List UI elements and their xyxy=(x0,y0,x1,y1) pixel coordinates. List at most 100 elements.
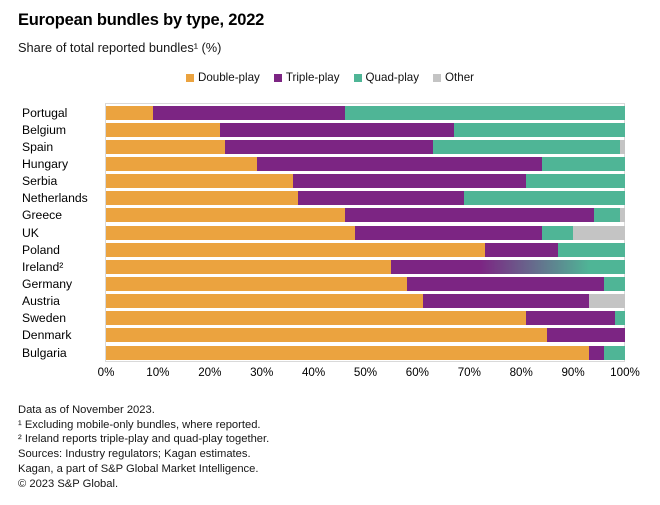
footnote-line: © 2023 S&P Global. xyxy=(18,477,119,490)
bar-track-belgium xyxy=(106,122,625,137)
bar-segment-quad-play xyxy=(614,311,625,326)
bar-segment-quad-play xyxy=(541,156,625,171)
legend-label: Triple-play xyxy=(285,71,340,84)
legend: Double-play Triple-play Quad-play Other xyxy=(0,71,660,84)
category-label: Greece xyxy=(22,208,62,223)
legend-label: Other xyxy=(445,71,475,84)
x-tick-label: 0% xyxy=(97,366,115,379)
bar-segment-triple-play xyxy=(344,208,594,223)
x-tick-label: 50% xyxy=(353,366,378,379)
bar-track-spain xyxy=(106,139,625,154)
bar-track-bulgaria xyxy=(106,345,625,360)
bar-segment-double-play xyxy=(106,208,345,223)
category-label: Bulgaria xyxy=(22,345,67,360)
bar-segment-quad-play xyxy=(604,276,625,291)
bar-track-sweden xyxy=(106,311,625,326)
category-label: Portugal xyxy=(22,105,68,120)
bar-segment-double-play xyxy=(106,242,485,257)
legend-item-double-play: Double-play xyxy=(185,71,260,84)
bar-segment-other xyxy=(619,139,625,154)
bar-segment-triple-play xyxy=(298,191,465,206)
legend-swatch-icon xyxy=(185,73,194,82)
bar-segment-triple-play xyxy=(526,311,615,326)
footnote-line: Data as of November 2023. xyxy=(18,404,155,416)
bar-row-netherlands: Netherlands xyxy=(18,190,625,207)
x-axis: 0% 10% 20% 30% 40% 50% 60% 70% 80% 90% 100% xyxy=(98,366,640,380)
bar-segment-triple-play xyxy=(220,122,454,137)
bar-row-belgium: Belgium xyxy=(18,121,625,138)
category-label: Germany xyxy=(22,276,73,291)
bar-track-poland xyxy=(106,242,625,257)
bar-row-hungary: Hungary xyxy=(18,155,625,172)
bar-segment-double-play xyxy=(106,328,548,343)
legend-item-quad-play: Quad-play xyxy=(353,71,420,84)
bar-segment-double-play xyxy=(106,276,408,291)
bar-segment-double-play xyxy=(106,156,257,171)
bar-track-greece xyxy=(106,208,625,223)
legend-swatch-icon xyxy=(433,73,442,82)
x-tick-label: 90% xyxy=(561,366,585,379)
footnote-line: ¹ Excluding mobile-only bundles, where r… xyxy=(18,418,261,431)
bar-track-austria xyxy=(106,294,625,309)
bar-segment-double-play xyxy=(106,294,423,309)
bar-track-germany xyxy=(106,276,625,291)
bar-row-poland: Poland xyxy=(18,241,625,258)
legend-label: Double-play xyxy=(197,71,260,84)
bar-segment-triple-play xyxy=(256,156,542,171)
category-label: Hungary xyxy=(22,156,69,171)
bar-segment-double-play xyxy=(106,225,356,240)
bar-row-denmark: Denmark xyxy=(18,327,625,344)
bar-segment-combined-triple-quad xyxy=(391,259,625,274)
bar-segment-quad-play xyxy=(541,225,574,240)
bar-row-serbia: Serbia xyxy=(18,173,625,190)
category-label: Netherlands xyxy=(22,191,88,206)
bar-segment-triple-play xyxy=(292,174,527,189)
bar-segment-other xyxy=(588,294,625,309)
bar-row-bulgaria: Bulgaria xyxy=(18,344,625,361)
category-label: Austria xyxy=(22,294,60,309)
bar-segment-double-play xyxy=(106,174,293,189)
bar-track-hungary xyxy=(106,156,625,171)
x-tick-label: 40% xyxy=(301,366,326,379)
bar-track-serbia xyxy=(106,174,625,189)
bar-segment-double-play xyxy=(106,191,299,206)
bar-row-spain: Spain xyxy=(18,138,625,155)
legend-swatch-icon xyxy=(353,73,362,82)
footnote-line: Kagan, a part of S&P Global Market Intel… xyxy=(18,462,259,475)
bar-segment-quad-play xyxy=(464,191,625,206)
category-label: Denmark xyxy=(22,328,72,343)
x-tick-label: 70% xyxy=(457,366,481,379)
bar-segment-double-play xyxy=(106,139,226,154)
x-tick-label: 10% xyxy=(146,366,170,379)
bar-segment-double-play xyxy=(106,345,589,360)
bar-track-netherlands xyxy=(106,191,625,206)
category-label: UK xyxy=(22,225,39,240)
bar-track-denmark xyxy=(106,328,625,343)
footnote-line: Sources: Industry regulators; Kagan esti… xyxy=(18,448,251,461)
legend-swatch-icon xyxy=(273,73,282,82)
legend-item-other: Other xyxy=(433,71,474,84)
bar-row-sweden: Sweden xyxy=(18,310,625,327)
bar-track-portugal xyxy=(106,105,625,120)
bar-segment-double-play xyxy=(106,122,221,137)
category-label: Belgium xyxy=(22,122,67,137)
bar-segment-other xyxy=(619,208,625,223)
bar-track-uk xyxy=(106,225,625,240)
bar-segment-quad-play xyxy=(557,242,625,257)
category-label: Sweden xyxy=(22,311,67,326)
bar-segment-double-play xyxy=(106,311,527,326)
x-tick-label: 80% xyxy=(509,366,533,379)
chart-subtitle: Share of total reported bundles¹ (%) xyxy=(18,40,222,55)
bar-segment-quad-play xyxy=(432,139,620,154)
bar-segment-triple-play xyxy=(484,242,558,257)
category-label: Serbia xyxy=(22,174,58,189)
bar-row-germany: Germany xyxy=(18,275,625,292)
footnotes: Data as of November 2023. ¹ Excluding mob… xyxy=(18,403,269,491)
bar-segment-quad-play xyxy=(593,208,620,223)
bar-segment-triple-play xyxy=(422,294,589,309)
bar-segment-triple-play xyxy=(152,105,345,120)
legend-label: Quad-play xyxy=(365,71,420,84)
bar-row-austria: Austria xyxy=(18,293,625,310)
bar-segment-double-play xyxy=(106,105,153,120)
